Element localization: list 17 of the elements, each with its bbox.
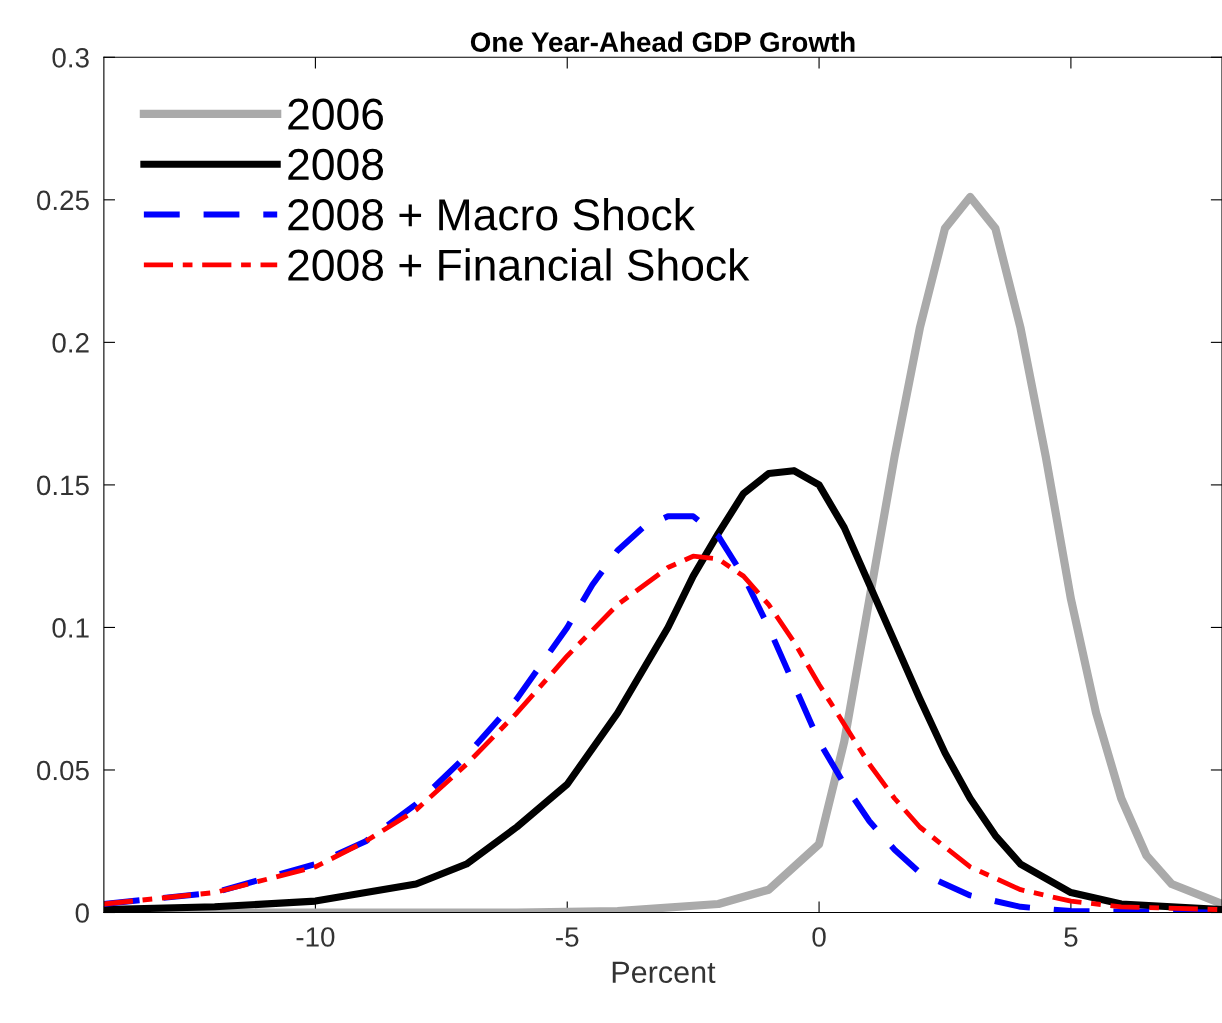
y-tick-label: 0.05 — [37, 760, 89, 781]
y-tick-label: 0 — [75, 903, 89, 923]
y-tick-label: 0.25 — [37, 190, 89, 211]
x-tick-label: -10 — [296, 927, 335, 947]
legend-label: 2006 — [288, 98, 384, 130]
chart-title: One Year-Ahead GDP Growth — [470, 31, 855, 53]
legend-label: 2008 — [288, 148, 384, 181]
x-tick-label: 0 — [812, 927, 826, 947]
legend-label: 2008 + Financial Shock — [288, 248, 750, 281]
y-tick-label: 0.1 — [52, 618, 89, 638]
y-tick-label: 0.3 — [52, 47, 89, 68]
y-tick-label: 0.15 — [37, 475, 89, 496]
x-tick-label: 5 — [1064, 927, 1078, 947]
x-tick-label: -5 — [556, 927, 579, 947]
legend-label: 2008 + Macro Shock — [288, 197, 696, 231]
x-axis-title: Percent — [612, 961, 716, 984]
y-tick-label: 0.2 — [52, 333, 89, 353]
